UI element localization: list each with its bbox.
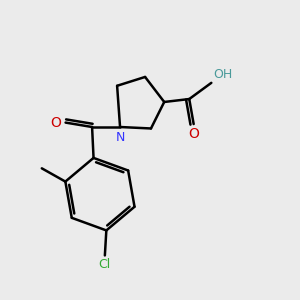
Text: N: N [116,130,125,143]
Text: O: O [188,127,199,141]
Text: Cl: Cl [99,258,111,271]
Text: OH: OH [214,68,233,81]
Text: O: O [50,116,61,130]
